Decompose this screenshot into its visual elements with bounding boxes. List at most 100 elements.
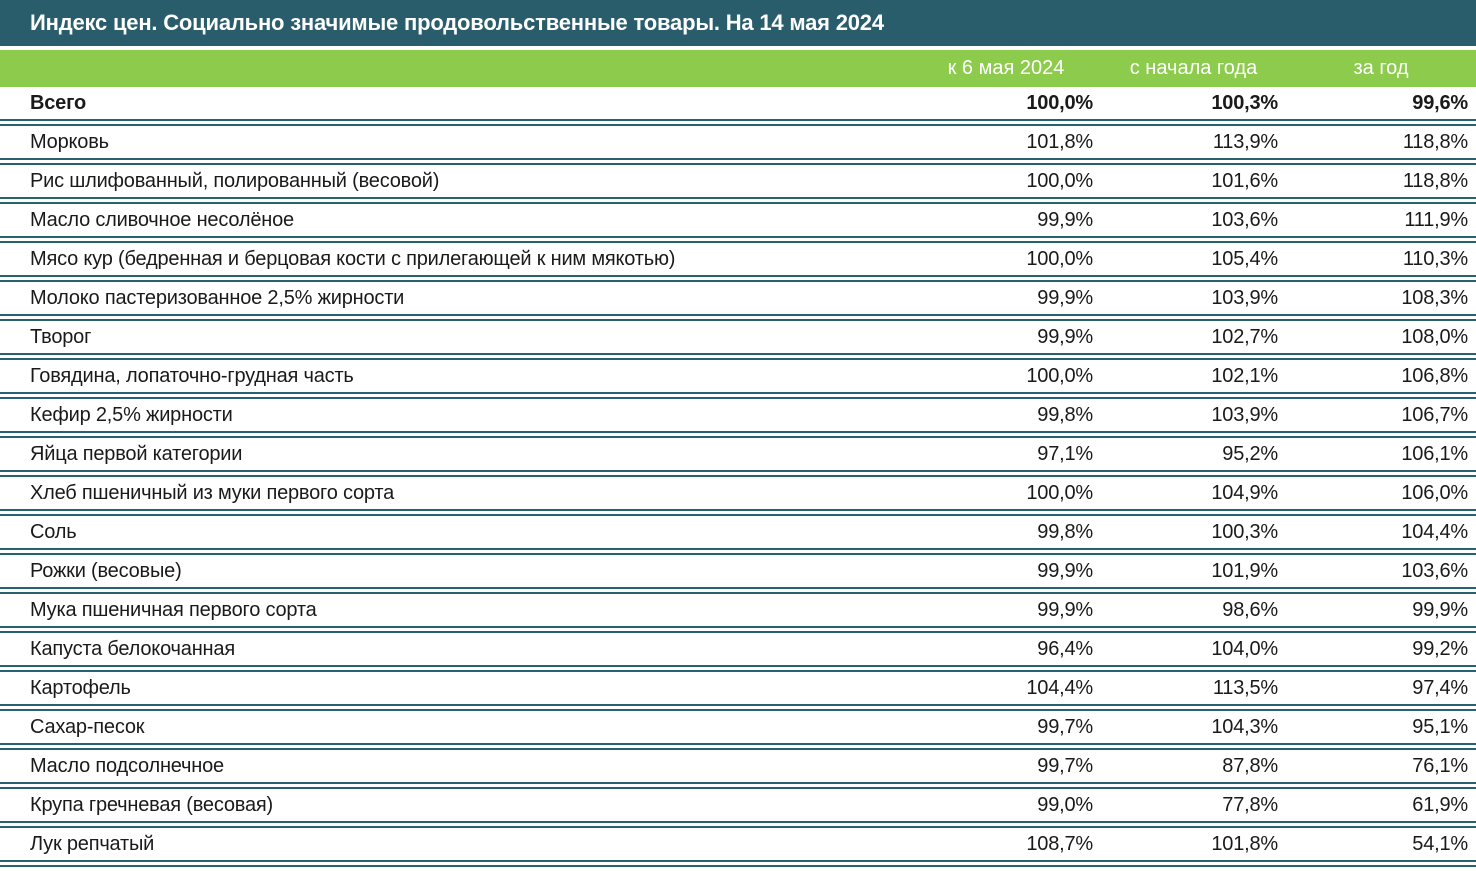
value-vs-prev-week: 99,9% (1037, 286, 1093, 309)
value-ytd: 77,8% (1222, 793, 1278, 816)
value-vs-prev-week: 100,0% (1026, 364, 1093, 387)
value-yoy: 110,3% (1402, 247, 1468, 270)
value-ytd: 103,9% (1211, 403, 1278, 426)
value-ytd: 102,7% (1211, 325, 1278, 348)
product-name: Рис шлифованный, полированный (весовой) (30, 169, 440, 192)
table-row: Капуста белокочанная 96,4% 104,0% 99,2% (0, 631, 1476, 667)
value-yoy: 108,0% (1401, 325, 1468, 348)
page-title: Индекс цен. Социально значимые продоволь… (30, 10, 884, 35)
value-yoy: 118,8% (1402, 169, 1468, 192)
product-name: Говядина, лопаточно-грудная часть (30, 364, 354, 387)
value-vs-prev-week: 104,4% (1026, 676, 1093, 699)
value-ytd: 102,1% (1211, 364, 1278, 387)
value-yoy: 99,6% (1412, 91, 1468, 114)
title-divider (0, 46, 1476, 50)
product-name: Лук репчатый (30, 832, 155, 855)
value-vs-prev-week: 99,8% (1037, 403, 1093, 426)
value-yoy: 97,4% (1412, 676, 1468, 699)
table-row: Лук репчатый 108,7% 101,8% 54,1% (0, 826, 1476, 862)
value-vs-prev-week: 108,7% (1026, 832, 1093, 855)
table-row: Молоко пастеризованное 2,5% жирности 99,… (0, 280, 1476, 316)
value-vs-prev-week: 99,9% (1037, 208, 1093, 231)
value-vs-prev-week: 99,9% (1037, 559, 1093, 582)
value-yoy: 99,9% (1412, 598, 1468, 621)
table-row: Масло сливочное несолёное 99,9% 103,6% 1… (0, 202, 1476, 238)
value-yoy: 108,3% (1401, 286, 1468, 309)
value-vs-prev-week: 96,4% (1037, 637, 1093, 660)
table-row: Сахар-песок 99,7% 104,3% 95,1% (0, 709, 1476, 745)
value-yoy: 118,8% (1402, 130, 1468, 153)
value-ytd: 103,9% (1211, 286, 1278, 309)
table-row: Соль 99,8% 100,3% 104,4% (0, 514, 1476, 550)
product-name: Сахар-песок (30, 715, 145, 738)
value-vs-prev-week: 97,1% (1037, 442, 1093, 465)
value-ytd: 113,5% (1212, 676, 1278, 699)
product-name: Молоко пастеризованное 2,5% жирности (30, 286, 405, 309)
table-row: Кефир 2,5% жирности 99,8% 103,9% 106,7% (0, 397, 1476, 433)
value-vs-prev-week: 99,9% (1037, 325, 1093, 348)
table-row: Рожки (весовые) 99,9% 101,9% 103,6% (0, 553, 1476, 589)
table-row: Рис шлифованный, полированный (весовой) … (0, 163, 1476, 199)
product-name: Капуста белокочанная (30, 637, 235, 660)
value-ytd: 100,3% (1211, 91, 1278, 114)
table-row: Мука пшеничная первого сорта 99,9% 98,6%… (0, 592, 1476, 628)
table-row: Морковь 101,8% 113,9% 118,8% (0, 124, 1476, 160)
value-vs-prev-week: 100,0% (1026, 247, 1093, 270)
value-ytd: 101,9% (1211, 559, 1278, 582)
value-vs-prev-week: 99,9% (1037, 598, 1093, 621)
table-row: Яйца первой категории 97,1% 95,2% 106,1% (0, 436, 1476, 472)
value-ytd: 104,9% (1211, 481, 1278, 504)
table-row: Масло подсолнечное 99,7% 87,8% 76,1% (0, 748, 1476, 784)
value-vs-prev-week: 100,0% (1026, 481, 1093, 504)
footer: Источник: Бюро национальной статистики А… (0, 865, 1476, 871)
value-vs-prev-week: 99,7% (1037, 715, 1093, 738)
value-yoy: 106,8% (1401, 364, 1468, 387)
value-yoy: 61,9% (1412, 793, 1468, 816)
table-row: Говядина, лопаточно-грудная часть 100,0%… (0, 358, 1476, 394)
column-header-vs-prev-week: к 6 мая 2024 (947, 57, 1065, 79)
product-name: Мясо кур (бедренная и берцовая кости с п… (30, 247, 676, 270)
product-name: Морковь (30, 130, 109, 153)
product-name: Масло подсолнечное (30, 754, 224, 777)
table-row: Крупа гречневая (весовая) 99,0% 77,8% 61… (0, 787, 1476, 823)
product-name: Яйца первой категории (30, 442, 243, 465)
column-header-ytd: с начала года (1129, 57, 1258, 79)
table-row: Творог 99,9% 102,7% 108,0% (0, 319, 1476, 355)
table-body: Всего 100,0% 100,3% 99,6% Морковь 101,8%… (0, 87, 1476, 865)
value-yoy: 103,6% (1401, 559, 1468, 582)
value-yoy: 76,1% (1412, 754, 1468, 777)
value-vs-prev-week: 99,7% (1037, 754, 1093, 777)
product-name: Всего (30, 91, 86, 114)
value-yoy: 106,1% (1401, 442, 1468, 465)
product-name: Рожки (весовые) (30, 559, 182, 582)
value-yoy: 106,7% (1401, 403, 1468, 426)
value-ytd: 105,4% (1211, 247, 1278, 270)
value-vs-prev-week: 99,8% (1037, 520, 1093, 543)
value-yoy: 95,1% (1412, 715, 1468, 738)
value-ytd: 113,9% (1212, 130, 1278, 153)
value-ytd: 98,6% (1222, 598, 1278, 621)
product-name: Соль (30, 520, 77, 543)
value-ytd: 101,6% (1211, 169, 1278, 192)
product-name: Хлеб пшеничный из муки первого сорта (30, 481, 395, 504)
value-ytd: 100,3% (1211, 520, 1278, 543)
value-ytd: 104,0% (1211, 637, 1278, 660)
product-name: Картофель (30, 676, 131, 699)
value-ytd: 95,2% (1222, 442, 1278, 465)
value-vs-prev-week: 100,0% (1026, 169, 1093, 192)
value-yoy: 54,1% (1412, 832, 1468, 855)
product-name: Масло сливочное несолёное (30, 208, 294, 231)
value-ytd: 103,6% (1211, 208, 1278, 231)
table-row: Хлеб пшеничный из муки первого сорта 100… (0, 475, 1476, 511)
value-yoy: 111,9% (1404, 208, 1468, 231)
value-vs-prev-week: 100,0% (1026, 91, 1093, 114)
column-header-row: к 6 мая 2024 с начала года за год (0, 50, 1476, 87)
value-ytd: 87,8% (1222, 754, 1278, 777)
product-name: Крупа гречневая (весовая) (30, 793, 273, 816)
product-name: Мука пшеничная первого сорта (30, 598, 317, 621)
value-yoy: 104,4% (1401, 520, 1468, 543)
product-name: Кефир 2,5% жирности (30, 403, 233, 426)
value-ytd: 104,3% (1211, 715, 1278, 738)
value-yoy: 99,2% (1412, 637, 1468, 660)
